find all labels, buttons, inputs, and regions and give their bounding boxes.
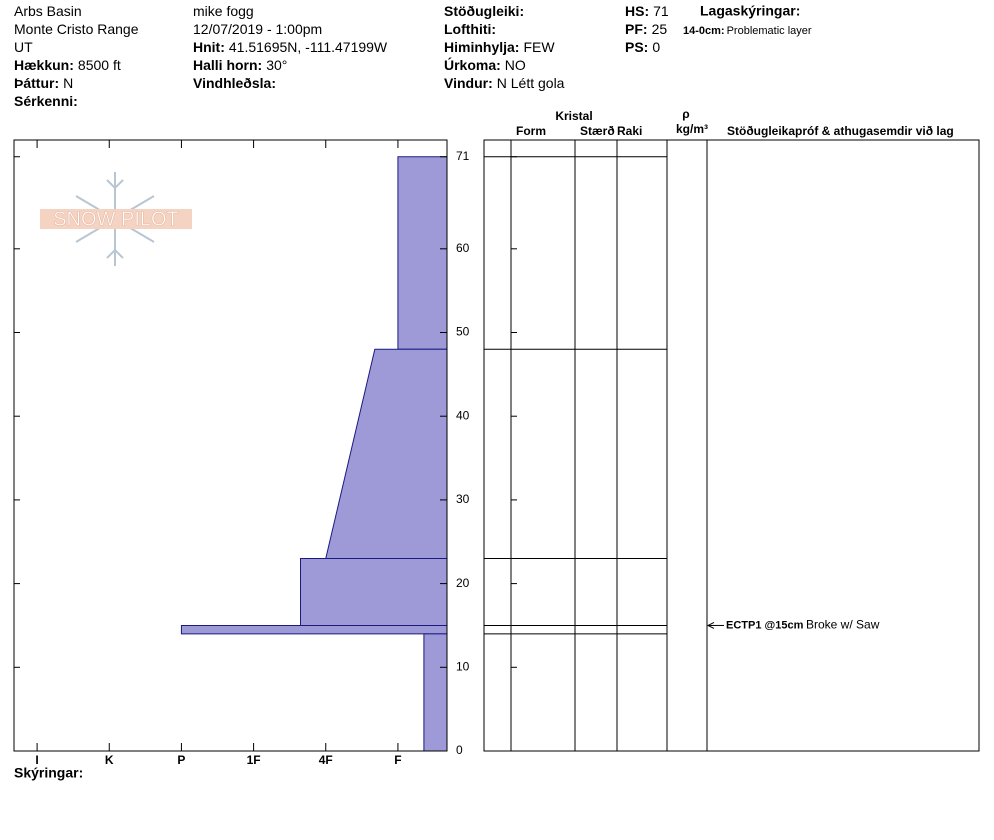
plot-frame [13,139,448,752]
y-tick-label: 60 [456,241,470,255]
field-label: Sérkenni: [14,93,78,109]
header-field: Hækkun: 8500 ft [14,57,121,73]
column-header: kg/m³ [676,122,708,136]
field-value: FEW [523,39,555,55]
hardness-layer [300,557,448,626]
field-label: Lofthiti: [444,21,496,37]
header-field: Vindur: N Létt gola [444,75,565,91]
y-tick-label: 50 [456,325,470,339]
header-field: Hnit: 41.51695N, -111.47199W [193,39,388,55]
hardness-layer [180,624,448,635]
header-field: PF: 25 [625,21,667,37]
field-value: NO [505,57,526,73]
header-field: Himinhylja: FEW [444,39,555,55]
field-label: PF: [625,21,648,37]
logo-text: SNOW PILOT [53,208,179,230]
y-tick-label: 10 [456,659,470,673]
hardness-layer [423,633,448,752]
column-header: Raki [617,124,642,138]
field-value: N Létt gola [497,75,565,91]
hardness-layer [325,348,448,559]
y-tick-label: 20 [456,576,470,590]
header-field: UT [14,39,33,55]
y-tick-label: 71 [456,149,470,163]
header-field: mike fogg [193,3,254,19]
header-field: Sérkenni: [14,93,78,109]
table-frame [483,139,980,752]
field-label: PS: [625,39,648,55]
header-field: Stöðugleiki: [444,3,524,19]
field-value: 12/07/2019 - 1:00pm [193,21,322,37]
field-value: 8500 ft [78,57,121,73]
header-field: PS: 0 [625,39,660,55]
field-label: Vindhleðsla: [193,75,276,91]
y-tick-label: 30 [456,492,470,506]
test-arrowhead [706,622,715,629]
note-label: 14-0cm: [683,25,725,37]
x-tick-label: F [394,753,401,767]
field-value: 25 [652,21,668,37]
field-label: Úrkoma: [444,56,501,73]
x-tick-label: 1F [247,753,261,767]
column-header: Form [516,124,546,138]
field-value: 0 [652,39,660,55]
test-label: ECTP1 @15cm [726,619,804,631]
field-value: Arbs Basin [14,3,82,19]
field-label: Vindur: [444,75,493,91]
header-field: Lofthiti: [444,21,496,37]
logo-band [40,209,192,229]
y-tick-label: 0 [456,743,463,757]
field-label: Himinhylja: [444,39,519,55]
x-tick-label: I [35,753,38,767]
header-field: Vindhleðsla: [193,75,276,91]
x-tick-label: 4F [319,753,333,767]
field-label: HS: [625,3,649,19]
field-value: Monte Cristo Range [14,21,139,37]
field-label: Stöðugleiki: [444,3,524,19]
field-value: 41.51695N, -111.47199W [229,39,388,55]
field-value: 71 [653,3,669,19]
x-tick-label: P [177,753,185,767]
field-label: Halli horn: [193,57,262,73]
x-tick-label: K [105,753,114,767]
field-value: UT [14,39,33,55]
field-label: Hækkun: [14,57,74,73]
y-tick-label: 40 [456,408,470,422]
header-field: HS: 71 [625,3,669,19]
column-header: ρ [682,107,689,121]
field-value: 30° [266,57,287,73]
field-label: Þáttur: [14,75,59,91]
field-value: mike fogg [193,3,254,19]
note-value: Problematic layer [727,25,812,37]
test-comment: Broke w/ Saw [806,618,880,632]
header-field: Þáttur: N [14,75,73,91]
column-header: Kristal [555,109,592,123]
hardness-layer [397,156,448,350]
field-label: Hnit: [193,39,225,55]
layer-note: 14-0cm: Problematic layer [683,25,812,37]
header-field: Úrkoma: NO [444,56,526,73]
column-header: Stærð [580,124,615,138]
header-field: Arbs Basin [14,3,82,19]
column-header: Stöðugleikapróf & athugasemdir við lag [727,124,954,138]
layer-notes-title: Lagaskýringar: [700,3,800,19]
field-value: N [63,75,73,91]
header-field: Halli horn: 30° [193,57,287,73]
header-field: 12/07/2019 - 1:00pm [193,21,322,37]
header-field: Monte Cristo Range [14,21,139,37]
comments-label: Skýringar: [14,765,83,781]
